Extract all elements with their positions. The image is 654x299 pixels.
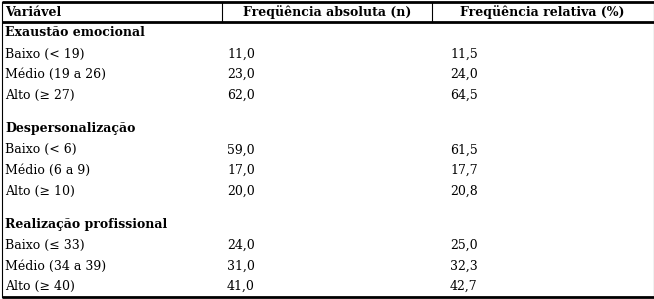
Text: 17,7: 17,7: [450, 164, 477, 177]
Text: Freqüência relativa (%): Freqüência relativa (%): [460, 5, 625, 19]
Text: 59,0: 59,0: [227, 143, 254, 156]
Text: 20,0: 20,0: [227, 184, 255, 198]
Text: Freqüência absoluta (n): Freqüência absoluta (n): [243, 5, 411, 19]
Text: Exaustão emocional: Exaustão emocional: [5, 26, 145, 39]
Text: 62,0: 62,0: [227, 89, 255, 102]
Text: Realização profissional: Realização profissional: [5, 218, 167, 231]
Text: Alto (≥ 10): Alto (≥ 10): [5, 184, 75, 198]
Text: 20,8: 20,8: [450, 184, 478, 198]
Text: Baixo (< 19): Baixo (< 19): [5, 48, 84, 61]
Text: Despersonalização: Despersonalização: [5, 122, 135, 135]
Text: Médio (19 a 26): Médio (19 a 26): [5, 68, 106, 81]
Text: Baixo (< 6): Baixo (< 6): [5, 143, 77, 156]
Text: 24,0: 24,0: [450, 68, 478, 81]
Text: 23,0: 23,0: [227, 68, 255, 81]
Text: 24,0: 24,0: [227, 239, 255, 252]
Text: 61,5: 61,5: [450, 143, 478, 156]
Text: 11,0: 11,0: [227, 48, 255, 61]
Text: 17,0: 17,0: [227, 164, 255, 177]
Text: Baixo (≤ 33): Baixo (≤ 33): [5, 239, 84, 252]
Text: 25,0: 25,0: [450, 239, 477, 252]
Text: Alto (≥ 40): Alto (≥ 40): [5, 280, 75, 293]
Text: Variável: Variável: [5, 5, 61, 19]
Text: 42,7: 42,7: [450, 280, 477, 293]
Text: 11,5: 11,5: [450, 48, 478, 61]
Text: Médio (34 a 39): Médio (34 a 39): [5, 260, 106, 273]
Text: 31,0: 31,0: [227, 260, 255, 273]
Text: 32,3: 32,3: [450, 260, 478, 273]
Text: Médio (6 a 9): Médio (6 a 9): [5, 164, 90, 177]
Text: 41,0: 41,0: [227, 280, 255, 293]
Text: 64,5: 64,5: [450, 89, 478, 102]
Text: Alto (≥ 27): Alto (≥ 27): [5, 89, 75, 102]
